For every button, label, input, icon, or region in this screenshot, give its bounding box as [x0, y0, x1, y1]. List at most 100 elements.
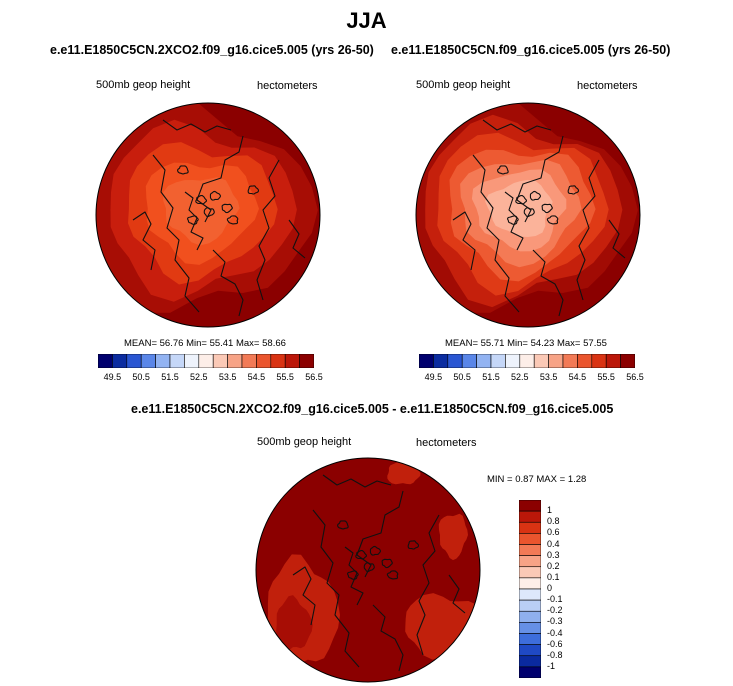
colorbar-tick-label: 53.5 — [218, 372, 237, 382]
vcolorbar-tick-label: -0.6 — [547, 638, 563, 649]
vcolorbar-box-8 — [519, 588, 541, 601]
vcolorbar-box-6 — [519, 566, 541, 579]
map-border — [415, 102, 641, 328]
colorbar-box-1 — [433, 354, 449, 368]
vcolorbar-tick-label: -0.2 — [547, 605, 563, 616]
panel2-units-label: hectometers — [577, 80, 638, 92]
panel2-mean-label: MEAN= — [445, 338, 478, 349]
island-1 — [369, 545, 382, 556]
colorbar-box-7 — [519, 354, 535, 368]
island-2 — [203, 207, 215, 218]
colorbar-box-11 — [577, 354, 593, 368]
panel1-min-value: 55.41 — [209, 338, 234, 349]
contour-patch-inner — [276, 595, 313, 652]
vcolorbar-tick-label: -0.1 — [547, 594, 563, 605]
difference-min-value: 0.87 — [515, 474, 534, 485]
panel2-variable-label: 500mb geop height — [416, 79, 511, 91]
coastline-3 — [292, 566, 316, 626]
colorbar-tick-label: 56.5 — [305, 372, 323, 382]
colorbar-box-0 — [98, 354, 113, 368]
coastline-0 — [312, 509, 360, 668]
coastline-4 — [212, 249, 244, 317]
colorbar-box-4 — [155, 354, 171, 368]
vcolorbar-box-10 — [519, 610, 541, 623]
coastline-2 — [576, 159, 600, 301]
colorbar-box-3 — [461, 354, 477, 368]
coastline-4 — [532, 249, 564, 317]
vcolorbar-tick-label: 0.6 — [547, 527, 560, 538]
colorbar-box-8 — [533, 354, 549, 368]
island-3 — [381, 558, 393, 569]
island-3 — [221, 203, 233, 214]
colorbar-box-6 — [505, 354, 521, 368]
island-7 — [407, 540, 420, 550]
difference-colorbar: 1 0.8 0.6 0.4 0.3 0.2 0.1 0 -0.1 -0.2 -0.3 -0.4 -0.6… — [519, 500, 569, 678]
vcolorbar-box-13 — [519, 644, 541, 657]
colorbar-box-2 — [126, 354, 142, 368]
coastline-6 — [288, 219, 306, 259]
vcolorbar-tick-label: 0.8 — [547, 516, 560, 527]
colorbar-box-2 — [447, 354, 463, 368]
island-0 — [195, 194, 208, 205]
island-3 — [541, 203, 553, 214]
panel2-min-value: 54.23 — [530, 338, 555, 349]
colorbar-tick-label: 56.5 — [626, 372, 644, 382]
coastline-2 — [416, 514, 440, 656]
coastline-7 — [162, 119, 232, 133]
colorbar-box-3 — [140, 354, 156, 368]
colorbar-box-10 — [562, 354, 578, 368]
colorbar-tick-label: 51.5 — [482, 372, 500, 382]
colorbar-tick-label: 55.5 — [597, 372, 615, 382]
vcolorbar-box-3 — [519, 533, 541, 545]
difference-polar-map — [255, 457, 481, 683]
vcolorbar-tick-label: 0.1 — [547, 571, 560, 582]
vcolorbar-tick-label: 1 — [547, 505, 553, 516]
colorbar-box-7 — [198, 354, 214, 368]
colorbar-tick-label: 50.5 — [132, 372, 150, 382]
island-1 — [209, 190, 222, 201]
vcolorbar-box-12 — [519, 633, 541, 645]
colorbar-tick-label: 55.5 — [276, 372, 294, 382]
colorbar-tick-label: 52.5 — [511, 372, 529, 382]
island-0 — [515, 194, 528, 205]
vcolorbar-box-5 — [519, 555, 541, 568]
panel2-colorbar: 49.5 50.5 51.5 52.5 53.5 54.5 55.5 56.5 — [419, 354, 644, 388]
island-6 — [337, 520, 349, 530]
coastline-0 — [472, 154, 520, 313]
colorbar-box-4 — [476, 354, 492, 368]
island-6 — [497, 165, 509, 175]
panel1-mean-label: MEAN= — [124, 338, 157, 349]
vcolorbar-tick-label: 0.4 — [547, 538, 560, 549]
contour-patch-3 — [438, 513, 468, 561]
map-border — [255, 457, 481, 683]
vcolorbar-tick-label: 0.2 — [547, 560, 560, 571]
colorbar-box-9 — [548, 354, 564, 368]
panel1-max-value: 58.66 — [262, 338, 286, 349]
colorbar-tick-label: 52.5 — [190, 372, 208, 382]
panel2-max-value: 57.55 — [583, 338, 607, 349]
island-0 — [355, 549, 368, 560]
colorbar-box-0 — [419, 354, 434, 368]
colorbar-tick-label: 53.5 — [539, 372, 558, 382]
colorbar-box-13 — [605, 354, 621, 368]
colorbar-box-9 — [227, 354, 243, 368]
coastline-4 — [372, 604, 404, 672]
vcolorbar-box-1 — [519, 510, 541, 523]
colorbar-tick-label: 51.5 — [161, 372, 179, 382]
panel1-colorbar: 49.5 50.5 51.5 52.5 53.5 54.5 55.5 56.5 — [98, 354, 323, 388]
difference-stats: MIN = 0.87 MAX = 1.28 — [487, 474, 586, 485]
colorbar-tick-label: 50.5 — [453, 372, 471, 382]
island-5 — [226, 215, 239, 225]
vcolorbar-tick-label: 0 — [547, 583, 553, 593]
colorbar-box-5 — [169, 354, 185, 368]
panel1-polar-map — [95, 102, 321, 328]
vcolorbar-box-14 — [519, 655, 541, 668]
island-5 — [546, 215, 559, 225]
coastline-3 — [132, 211, 156, 271]
vcolorbar-tick-label: -0.3 — [547, 616, 563, 627]
colorbar-box-10 — [241, 354, 257, 368]
island-5 — [386, 570, 399, 580]
panel1-max-label: Max= — [235, 338, 260, 349]
island-2 — [363, 562, 375, 573]
coastline-6 — [448, 574, 466, 614]
